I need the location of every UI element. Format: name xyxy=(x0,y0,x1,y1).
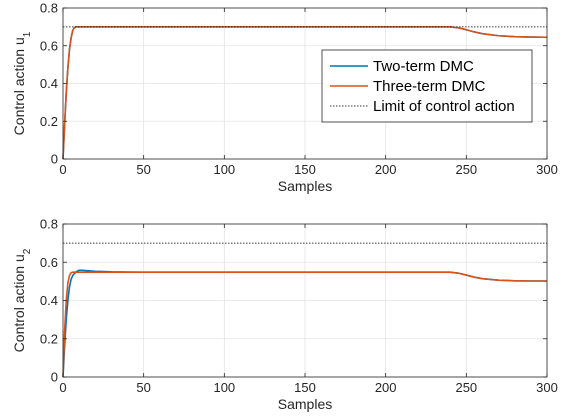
x-tick-label-u2-3: 150 xyxy=(294,380,316,395)
y-tick-label-u1-0: 0 xyxy=(51,152,58,167)
x-tick-label-u1-5: 250 xyxy=(455,162,477,177)
y-tick-label-u2-4: 0.8 xyxy=(40,217,58,232)
y-axis-label-u2: Control action u2 xyxy=(11,248,33,352)
x-tick-label-u1-3: 150 xyxy=(294,162,316,177)
ticks-u1: 0 50 100 150 200 250 300 0 0.2 0.4 0.6 0.8 xyxy=(40,1,558,178)
legend-label-limit: Limit of control action xyxy=(373,98,515,115)
x-tick-label-u2-0: 0 xyxy=(59,380,66,395)
y-axis-label-u1: Control action u1 xyxy=(11,31,33,135)
y-tick-label-u1-3: 0.6 xyxy=(40,38,58,53)
y-tick-label-u1-1: 0.2 xyxy=(40,114,58,129)
y-axis-label-subscript-u1: 1 xyxy=(22,31,33,37)
y-tick-label-u1-4: 0.8 xyxy=(40,1,58,16)
y-axis-label-text-u1: Control action u xyxy=(11,37,27,135)
x-tick-label-u2-6: 300 xyxy=(536,380,558,395)
y-tick-label-u2-1: 0.2 xyxy=(40,331,58,346)
x-axis-label-u1: Samples xyxy=(278,178,332,194)
y-axis-label-subscript-u2: 2 xyxy=(22,248,33,254)
x-tick-label-u2-4: 200 xyxy=(375,380,397,395)
series-group-u2 xyxy=(62,242,547,378)
x-tick-label-u2-1: 50 xyxy=(136,380,150,395)
ticks-u2: 0 50 100 150 200 250 300 0 0.2 0.4 0.6 0.8 xyxy=(40,217,558,396)
series-group-u1 xyxy=(62,26,548,160)
legend-label-three-term: Three-term DMC xyxy=(373,78,486,95)
y-axis-label-text-u2: Control action u xyxy=(11,254,27,352)
y-tick-label-u2-0: 0 xyxy=(51,370,58,385)
y-tick-label-u2-2: 0.4 xyxy=(40,293,58,308)
y-tick-label-u2-3: 0.6 xyxy=(40,255,58,270)
series-line-three-term-u2 xyxy=(62,271,547,378)
x-tick-label-u1-0: 0 xyxy=(59,162,66,177)
x-tick-label-u2-5: 250 xyxy=(455,380,477,395)
legend-label-two-term: Two-term DMC xyxy=(373,58,474,75)
grid-u2 xyxy=(62,223,548,378)
x-tick-label-u1-1: 50 xyxy=(136,162,150,177)
legend: Two-term DMC Three-term DMC Limit of con… xyxy=(321,49,533,123)
y-tick-label-u1-2: 0.4 xyxy=(40,76,58,91)
x-axis-label-u2: Samples xyxy=(278,396,332,412)
x-tick-label-u2-2: 100 xyxy=(213,380,235,395)
x-tick-label-u1-2: 100 xyxy=(213,162,235,177)
x-tick-label-u1-6: 300 xyxy=(536,162,558,177)
x-tick-label-u1-4: 200 xyxy=(375,162,397,177)
